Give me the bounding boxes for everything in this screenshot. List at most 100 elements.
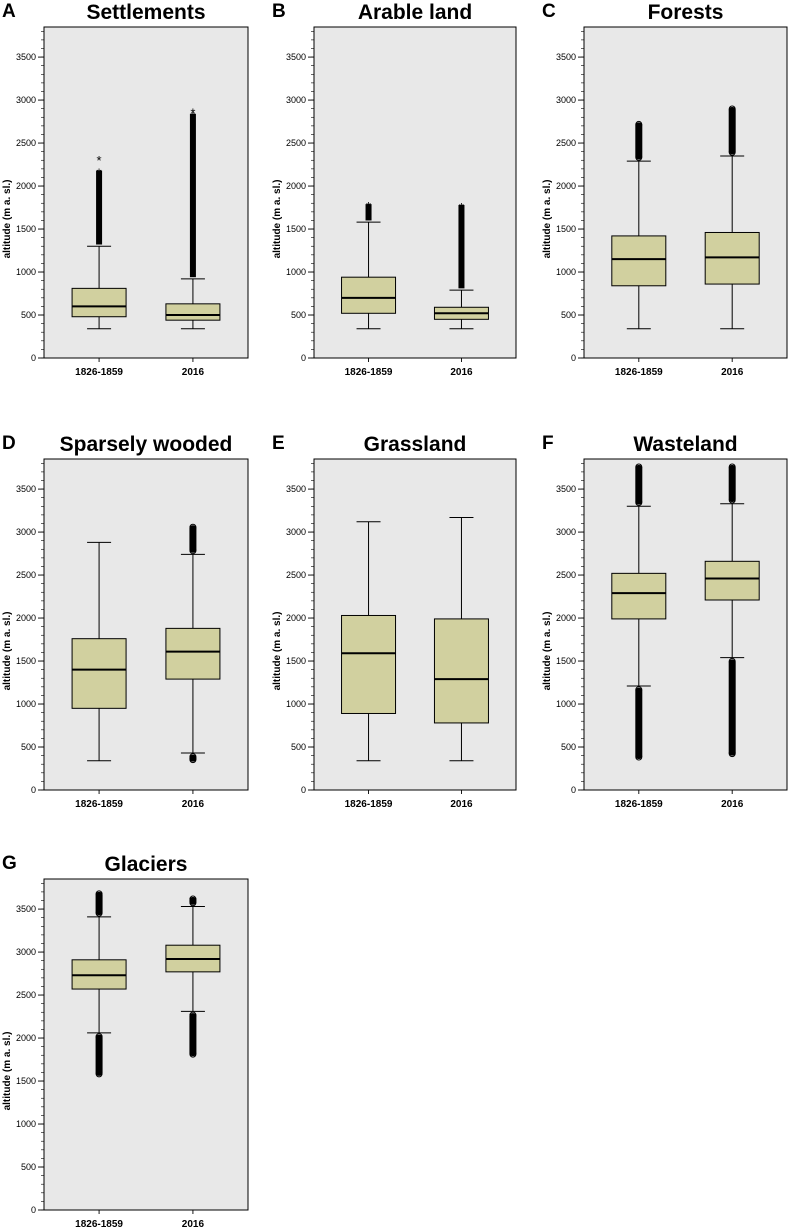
y-tick-label: 1000	[556, 267, 576, 277]
box-iqr	[165, 303, 221, 321]
box-iqr	[165, 627, 221, 680]
outliers-low-circle	[189, 756, 197, 764]
panel-e: E Grassland 0 500 1000 1500 2000 2500 3000 3500 al…	[272, 433, 517, 810]
x-tick-label: 1826-1859	[345, 367, 393, 378]
outliers-high-band	[189, 525, 197, 553]
y-tick-label: 1000	[16, 1119, 36, 1129]
outliers-high-band	[728, 465, 736, 502]
y-tick-label: 0	[31, 785, 36, 795]
outliers-high-star: *	[190, 109, 195, 124]
box-2016	[704, 463, 760, 758]
y-tick-label: 3000	[286, 95, 306, 105]
box-iqr	[341, 276, 397, 314]
outliers-low-circle	[635, 686, 643, 694]
panel-a: A Settlements 0 500 1000 1500 2000 2500 3000 3500…	[2, 1, 249, 378]
box-2016	[704, 105, 760, 330]
y-tick-label: 1500	[286, 224, 306, 234]
x-tick-label: 2016	[721, 367, 744, 378]
y-tick-label: 0	[31, 353, 36, 363]
outliers-low-circle	[95, 1070, 103, 1078]
y-tick-label: 2000	[556, 181, 576, 191]
outliers-low-circle	[189, 753, 197, 761]
x-tick-label: 1826-1859	[75, 1219, 123, 1229]
panel-letter: C	[542, 1, 556, 22]
box-iqr	[611, 572, 667, 620]
box-iqr	[341, 614, 397, 714]
y-tick-label: 500	[21, 1162, 36, 1172]
outliers-high-circle	[635, 153, 643, 161]
outliers-high-circle	[635, 499, 643, 507]
outliers-high-band	[189, 897, 197, 905]
x-tick-label: 2016	[721, 799, 744, 810]
y-axis-label: altitude (m a. sl.)	[542, 180, 553, 259]
box-2016	[165, 523, 221, 764]
box-2016: *	[433, 200, 489, 330]
y-tick-label: 2000	[286, 613, 306, 623]
box-1826-1859	[611, 463, 667, 761]
box-1826-1859: **	[71, 153, 127, 330]
outliers-high-band	[189, 113, 196, 278]
outliers-high-circle	[189, 547, 197, 555]
outliers-high-band	[635, 122, 643, 160]
y-tick-label: 3000	[556, 95, 576, 105]
y-tick-label: 500	[291, 742, 306, 752]
y-tick-label: 2500	[286, 138, 306, 148]
y-tick-label: 3500	[556, 484, 576, 494]
outliers-high-star: *	[97, 166, 102, 181]
y-axis-label: altitude (m a. sl.)	[272, 612, 283, 691]
y-tick-label: 2000	[556, 613, 576, 623]
y-tick-label: 500	[561, 742, 576, 752]
outliers-low-circle	[95, 1033, 103, 1041]
box-1826-1859	[341, 521, 397, 762]
outliers-high-band	[96, 170, 103, 245]
y-axis-label: altitude (m a. sl.)	[2, 612, 13, 691]
outliers-low-circle	[728, 657, 736, 665]
plot-area	[43, 458, 249, 791]
y-tick-label: 0	[301, 353, 306, 363]
y-tick-label: 1500	[16, 656, 36, 666]
box-1826-1859	[71, 541, 127, 762]
panel-title: Forests	[648, 1, 724, 24]
box-iqr	[433, 618, 489, 724]
y-tick-label: 3500	[16, 904, 36, 914]
outliers-low-circle	[189, 1050, 197, 1058]
outliers-high-star: *	[459, 200, 464, 215]
y-tick-label: 1500	[16, 224, 36, 234]
y-tick-label: 2500	[286, 570, 306, 580]
box-2016	[165, 895, 221, 1058]
x-tick-label: 2016	[182, 1219, 205, 1229]
box-iqr	[71, 287, 127, 318]
outliers-low-circle	[635, 753, 643, 761]
y-tick-label: 500	[291, 310, 306, 320]
y-tick-label: 3000	[556, 527, 576, 537]
y-tick-label: 2500	[556, 570, 576, 580]
plot-area	[583, 26, 788, 359]
y-tick-label: 0	[571, 353, 576, 363]
outliers-high-band	[95, 891, 103, 916]
y-tick-label: 1500	[286, 656, 306, 666]
outliers-high-circle	[728, 463, 736, 471]
x-tick-label: 2016	[450, 367, 473, 378]
outliers-high-circle	[635, 120, 643, 128]
outliers-low-band	[635, 687, 643, 760]
box-1826-1859	[611, 120, 667, 330]
x-tick-label: 1826-1859	[615, 799, 663, 810]
x-tick-label: 1826-1859	[75, 367, 123, 378]
panel-title: Glaciers	[105, 853, 188, 876]
outliers-high-circle	[189, 899, 197, 907]
y-tick-label: 2500	[16, 990, 36, 1000]
box-2016	[433, 516, 489, 762]
outliers-low-band	[95, 1034, 103, 1076]
x-tick-label: 2016	[182, 367, 205, 378]
panel-title: Grassland	[364, 433, 467, 456]
outliers-high-circle	[728, 148, 736, 156]
panel-letter: G	[2, 853, 17, 874]
y-tick-label: 3000	[286, 527, 306, 537]
y-tick-label: 2000	[16, 1033, 36, 1043]
box-1826-1859: *	[341, 199, 397, 330]
x-tick-label: 2016	[182, 799, 205, 810]
y-tick-label: 2500	[556, 138, 576, 148]
plot-area	[43, 878, 249, 1211]
outliers-low-circle	[728, 750, 736, 758]
